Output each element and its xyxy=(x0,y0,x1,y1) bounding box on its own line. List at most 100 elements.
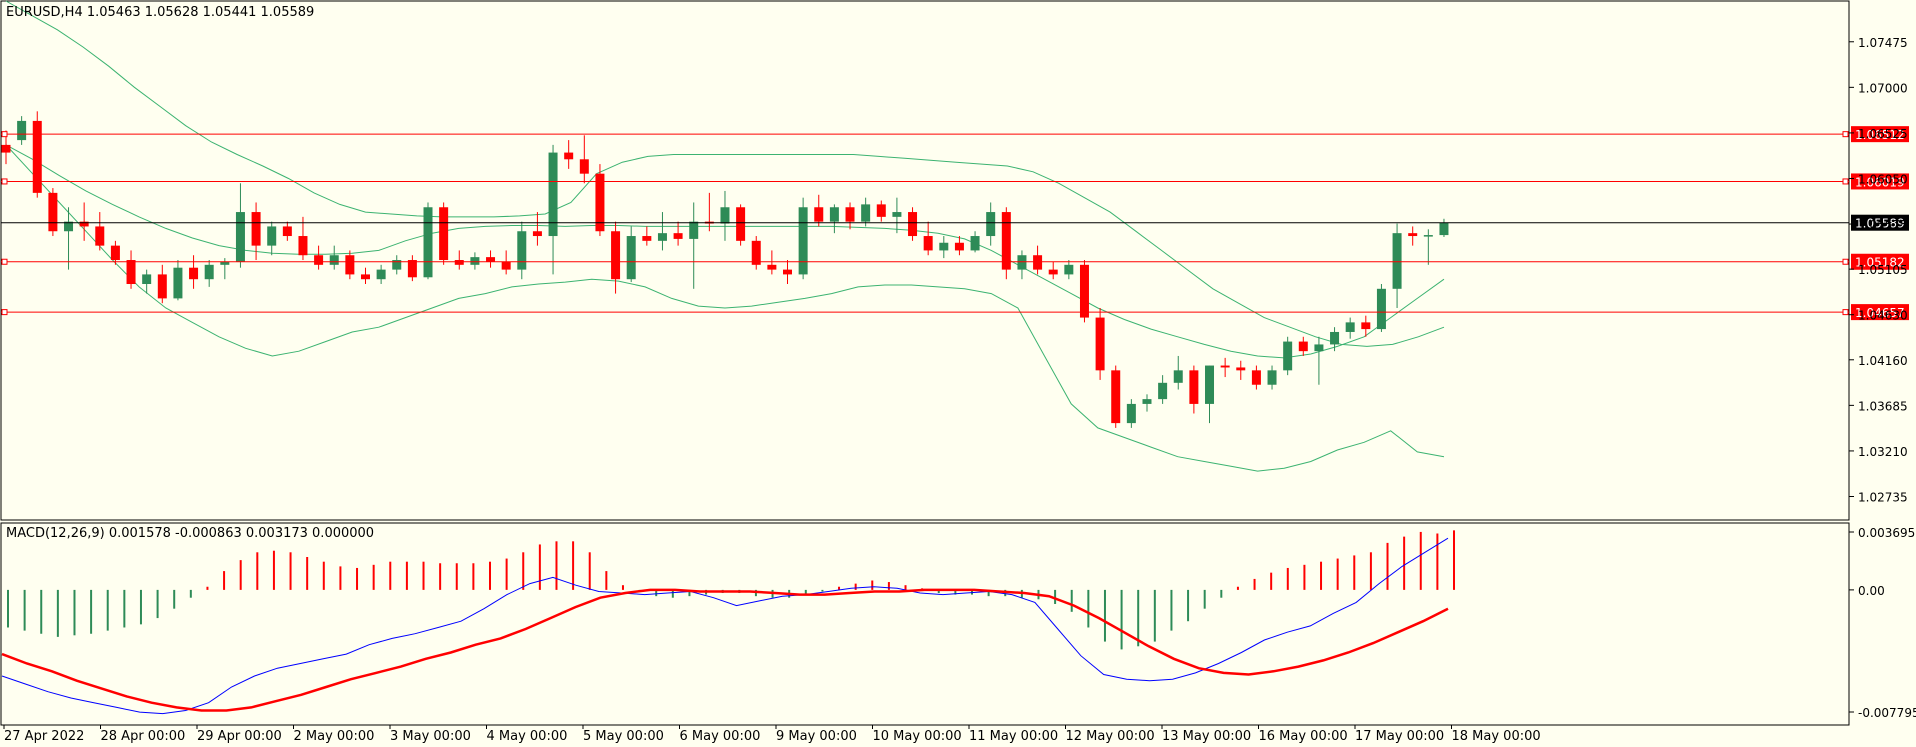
bull-candle xyxy=(1392,233,1402,289)
candlesticks xyxy=(1,111,1449,428)
bull-candle xyxy=(1017,255,1027,270)
bull-candle xyxy=(626,236,636,280)
bear-candle xyxy=(845,207,855,222)
bull-candle xyxy=(423,207,433,278)
price-tick-label: 1.07475 xyxy=(1858,36,1908,50)
bull-candle xyxy=(204,264,214,280)
bear-candle xyxy=(110,245,120,261)
bull-candle xyxy=(329,255,339,265)
bear-candle xyxy=(1033,255,1043,270)
price-tick-label: 1.05575 xyxy=(1858,218,1908,232)
level-price-tag xyxy=(1851,173,1909,190)
bull-candle xyxy=(1205,365,1215,404)
time-tick-label: 10 May 00:00 xyxy=(873,729,962,744)
level-handle-left xyxy=(1,258,8,265)
bull-candle xyxy=(657,233,667,241)
bull-candle xyxy=(267,226,277,246)
time-tick-label: 11 May 00:00 xyxy=(969,729,1058,744)
time-tick-label: 6 May 00:00 xyxy=(680,729,761,744)
level-handle-left xyxy=(1,309,8,316)
time-tick-label: 18 May 00:00 xyxy=(1452,729,1541,744)
bear-candle xyxy=(407,260,417,278)
bear-candle xyxy=(814,207,824,222)
level-price-tag xyxy=(1851,304,1909,321)
bull-candle xyxy=(548,152,558,237)
bull-candle xyxy=(1439,222,1449,236)
macd-main-line xyxy=(1,537,1449,715)
bear-candle xyxy=(1251,370,1261,385)
bull-candle xyxy=(173,267,183,299)
price-tick-label: 1.03210 xyxy=(1858,445,1908,459)
bull-candle xyxy=(1158,382,1168,400)
price-tick-label: 1.04160 xyxy=(1858,354,1908,368)
macd-lines xyxy=(1,537,1449,715)
bull-candle xyxy=(1314,344,1324,352)
time-axis: 27 Apr 2022 28 Apr 00:00 29 Apr 00:00 2 May… xyxy=(3,725,1541,744)
bear-candle xyxy=(1048,269,1058,275)
level-price-label: 1.06019 xyxy=(1855,175,1905,189)
time-tick-label: 17 May 00:00 xyxy=(1355,729,1444,744)
bear-candle xyxy=(345,255,355,275)
bull-candle xyxy=(142,274,152,285)
bull-candle xyxy=(829,207,839,222)
level-price-tag xyxy=(1851,126,1909,143)
price-tick-label: 1.02735 xyxy=(1858,490,1908,504)
macd-tick-label: 0.00 xyxy=(1858,584,1885,598)
bull-candle xyxy=(220,261,230,265)
level-handle-right xyxy=(1842,178,1849,185)
bear-candle xyxy=(564,152,574,160)
bear-candle xyxy=(48,192,58,232)
time-tick-label: 3 May 00:00 xyxy=(390,729,471,744)
level-price-label: 1.05182 xyxy=(1855,256,1905,270)
macd-tick-label: 0.003695 xyxy=(1858,526,1915,540)
bull-candle xyxy=(798,207,808,275)
time-tick-label: 16 May 00:00 xyxy=(1259,729,1348,744)
bull-candle xyxy=(64,221,74,232)
bear-candle xyxy=(360,274,370,280)
price-tick-label: 1.05105 xyxy=(1858,263,1908,277)
bull-candle xyxy=(517,231,527,270)
bear-candle xyxy=(486,257,496,262)
time-tick-label: 4 May 00:00 xyxy=(487,729,568,744)
bull-candle xyxy=(235,212,245,262)
level-price-label: 1.06512 xyxy=(1855,128,1905,142)
bollinger-lower-line xyxy=(5,144,1445,472)
horizontal-levels[interactable]: 1.06512 1.06019 1.05182 1.04657 1.05589 xyxy=(1,126,1909,321)
bear-candle xyxy=(95,226,105,246)
bull-candle xyxy=(1142,399,1152,404)
bollinger-middle-line xyxy=(5,144,1445,359)
price-axis: 1.07475 1.07000 1.06525 1.06050 1.05575 1.051… xyxy=(1849,36,1908,504)
current-price-label: 1.05589 xyxy=(1855,217,1905,231)
macd-signal-line xyxy=(1,588,1449,712)
bull-candle xyxy=(939,242,949,251)
bear-candle xyxy=(767,264,777,270)
price-tick-label: 1.03685 xyxy=(1858,399,1908,413)
bear-candle xyxy=(79,221,89,227)
bear-candle xyxy=(314,255,324,265)
price-tick-label: 1.07000 xyxy=(1858,81,1908,95)
level-handle-right xyxy=(1842,131,1849,138)
bear-candle xyxy=(126,260,136,285)
bear-candle xyxy=(1361,322,1371,330)
bull-candle xyxy=(892,212,902,217)
price-panel-frame xyxy=(0,0,1850,521)
bear-candle xyxy=(1298,341,1308,352)
bull-candle xyxy=(1423,235,1433,237)
bull-candle xyxy=(1126,403,1136,424)
bull-candle xyxy=(17,120,27,141)
bear-candle xyxy=(454,260,464,265)
bull-candle xyxy=(689,221,699,239)
bear-candle xyxy=(1095,317,1105,371)
macd-info: MACD(12,26,9) 0.001578 -0.000863 0.00317… xyxy=(6,526,374,541)
time-tick-label: 28 Apr 00:00 xyxy=(101,729,186,744)
level-handle-right xyxy=(1842,258,1849,265)
bear-candle xyxy=(1236,367,1246,371)
bull-candle xyxy=(720,207,730,224)
bear-candle xyxy=(923,236,933,251)
macd-axis: 0.003695 0.00 -0.007795 xyxy=(1849,526,1916,720)
bear-candle xyxy=(189,267,199,280)
time-tick-label: 12 May 00:00 xyxy=(1066,729,1155,744)
level-handle-left xyxy=(1,178,8,185)
bull-candle xyxy=(970,236,980,251)
